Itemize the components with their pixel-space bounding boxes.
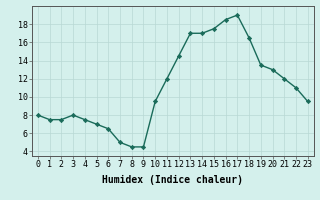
X-axis label: Humidex (Indice chaleur): Humidex (Indice chaleur) bbox=[102, 175, 243, 185]
